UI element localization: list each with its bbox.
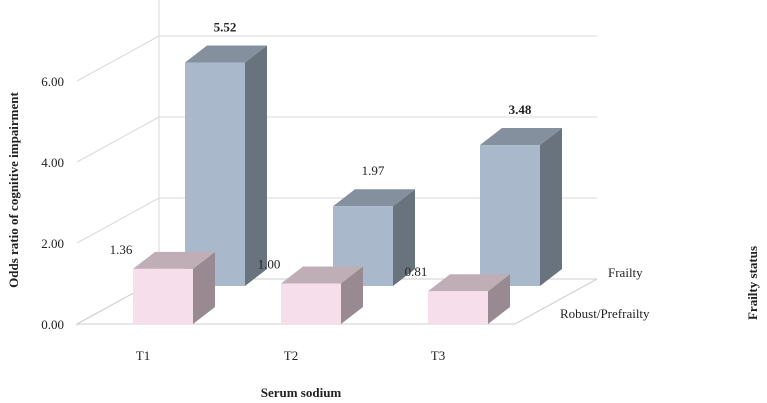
data-label: 1.97 <box>362 163 385 178</box>
frailty-bar-front <box>480 145 540 286</box>
y-tick-label: 2.00 <box>41 236 64 251</box>
x-axis-title: Serum sodium <box>261 385 342 400</box>
y-tick-label: 4.00 <box>41 155 64 170</box>
robust-prefrailty-bar-side <box>193 251 215 324</box>
robust-prefrailty-bar-top <box>281 266 363 284</box>
data-label: 5.52 <box>214 19 237 34</box>
frailty-bar-front <box>185 62 245 286</box>
x-category-label: T3 <box>431 348 445 363</box>
x-category-label: T1 <box>136 348 150 363</box>
robust-prefrailty-bar-front <box>133 268 193 324</box>
z-axis-title: Frailty status <box>745 246 760 320</box>
frailty-bar-side <box>540 128 562 286</box>
frailty-bar-top <box>333 189 415 207</box>
frailty-bar-side <box>245 45 267 286</box>
frailty-bar-top <box>480 128 562 146</box>
robust-prefrailty-bar-side <box>488 274 510 324</box>
y-tick-label: 6.00 <box>41 74 64 89</box>
gridline-diagonal <box>76 197 160 244</box>
series-label-frailty: Frailty <box>608 265 643 280</box>
gridline-diagonal <box>76 35 160 82</box>
robust-prefrailty-bar-front <box>428 291 488 324</box>
data-label: 1.36 <box>110 242 133 257</box>
robust-prefrailty-bar-top <box>428 274 510 292</box>
frailty-bar-top <box>185 45 267 63</box>
data-label: 3.48 <box>509 102 532 117</box>
floor-plane <box>76 278 598 325</box>
value-labels: 5.52 1.97 3.48 1.36 1.00 0.81 <box>110 19 532 279</box>
gridline-diagonal <box>76 116 160 163</box>
data-label: 0.81 <box>405 264 428 279</box>
series-label-robust-prefrailty: Robust/Prefrailty <box>560 306 650 321</box>
frailty-bars <box>185 45 562 286</box>
chart-floor <box>76 278 598 326</box>
x-category-label: T2 <box>284 348 298 363</box>
y-tick-labels: 0.00 2.00 4.00 6.00 <box>41 74 64 332</box>
robust-prefrailty-bars <box>133 251 510 324</box>
frailty-bar-side <box>393 189 415 286</box>
y-axis-title: Odds ratio of cognitive impairment <box>6 91 21 287</box>
y-tick-label: 0.00 <box>41 317 64 332</box>
robust-prefrailty-bar-front <box>281 283 341 324</box>
robust-prefrailty-bar-top <box>133 251 215 269</box>
data-label: 1.00 <box>258 257 281 272</box>
robust-prefrailty-bar-side <box>341 266 363 324</box>
x-category-labels: T1 T2 T3 <box>136 348 445 363</box>
series-labels: Robust/Prefrailty Frailty <box>560 265 650 321</box>
